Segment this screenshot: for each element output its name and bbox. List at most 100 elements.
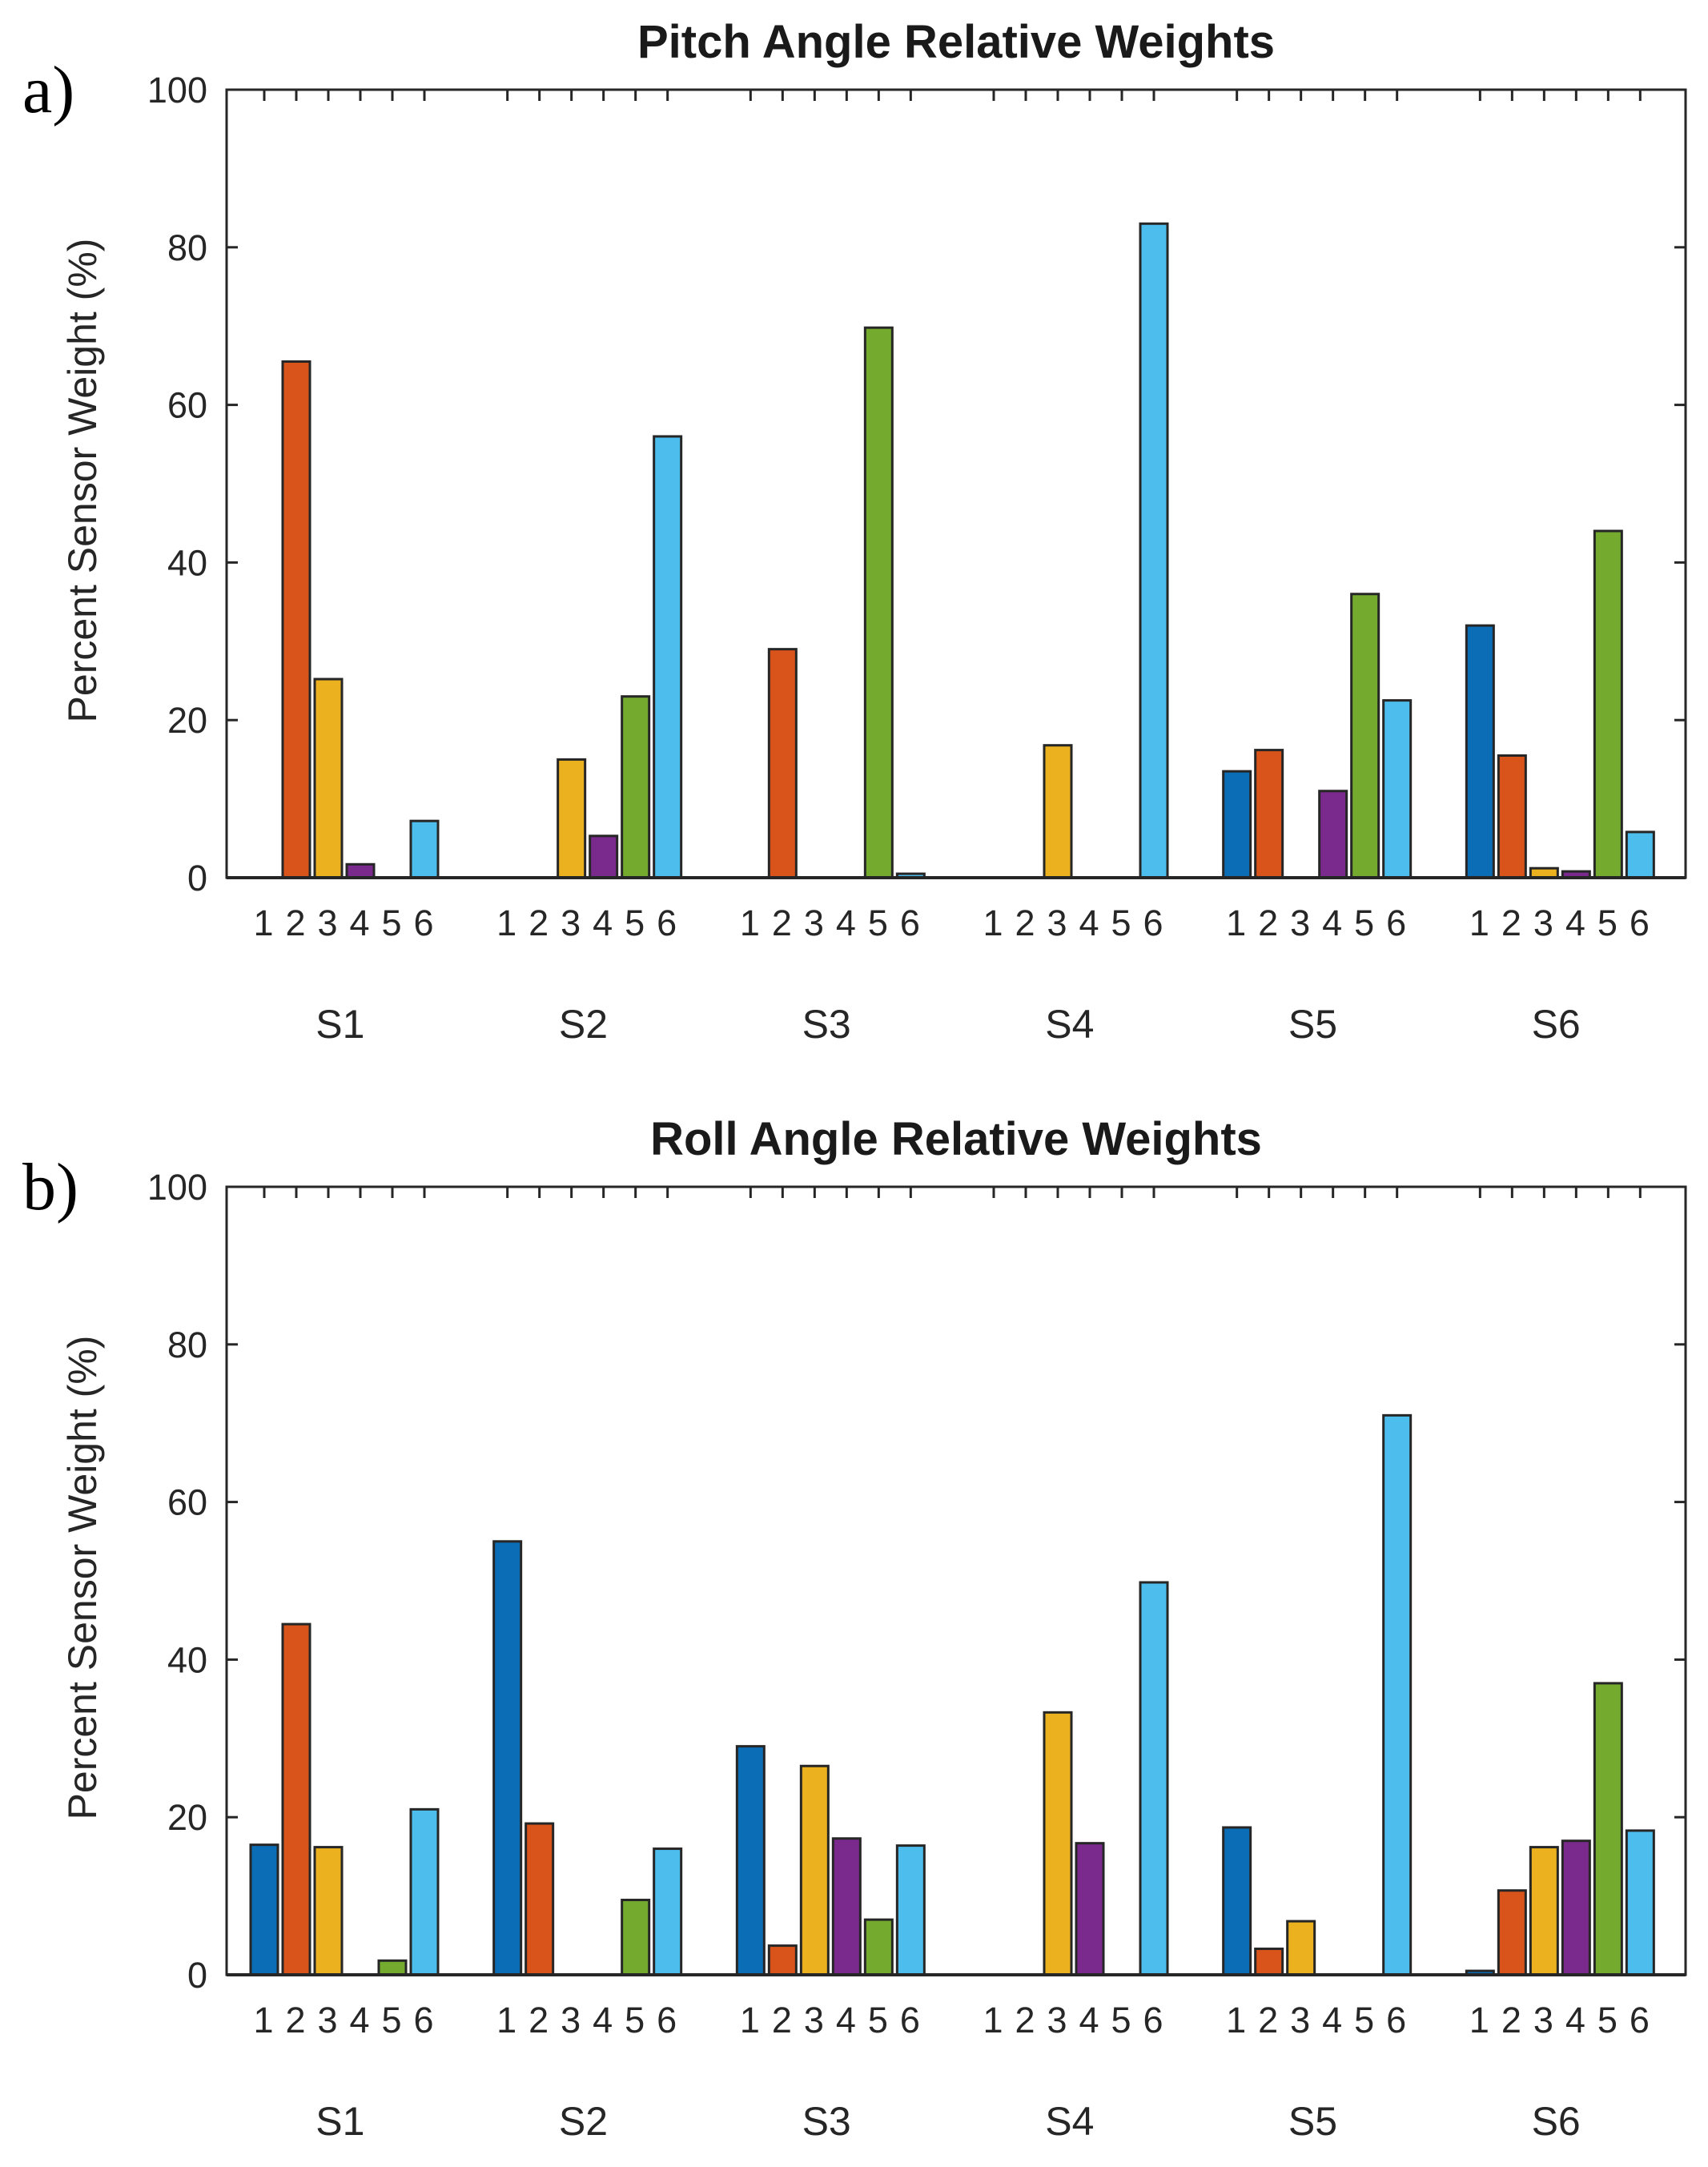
pitch-x-sub-label: 4: [593, 903, 614, 943]
panel-label-a: a): [22, 53, 74, 127]
pitch-bar-s1-6: [409, 819, 440, 879]
pitch-bar-s4-3: [1043, 744, 1073, 879]
pitch-y-tick-label: 80: [167, 227, 207, 268]
roll-x-sub-label: 3: [1290, 2000, 1312, 2040]
pitch-group-label-s4: S4: [1045, 1002, 1094, 1047]
pitch-x-sub-label: 5: [1354, 903, 1376, 943]
roll-bar-s2-5: [621, 1899, 651, 1976]
roll-x-sub-label: 1: [1469, 2000, 1491, 2040]
roll-x-sub-label: 4: [836, 2000, 858, 2040]
roll-bar-s3-3: [799, 1764, 830, 1976]
roll-x-sub-label: 4: [593, 2000, 614, 2040]
pitch-bar-s5-4: [1318, 790, 1348, 879]
pitch-x-sub-label: 6: [657, 903, 678, 943]
roll-bar-s1-2: [281, 1622, 311, 1976]
roll-group-label-s3: S3: [802, 2099, 851, 2144]
roll-x-sub-label: 6: [413, 2000, 435, 2040]
roll-x-sub-label: 4: [349, 2000, 371, 2040]
pitch-panel: a) Pitch Angle Relative Weights Percent …: [22, 16, 1687, 1047]
roll-x-sub-label: 5: [625, 2000, 646, 2040]
roll-bar-s4-4: [1075, 1842, 1105, 1976]
roll-x-sub-label: 2: [1015, 2000, 1036, 2040]
roll-bar-s4-3: [1043, 1711, 1073, 1976]
roll-x-sub-label: 1: [253, 2000, 275, 2040]
roll-x-sub-label: 4: [1565, 2000, 1587, 2040]
pitch-bar-s3-2: [767, 648, 798, 879]
pitch-bar-s6-2: [1497, 754, 1527, 879]
roll-bar-s2-1: [492, 1540, 523, 1976]
pitch-group-label-s3: S3: [802, 1002, 851, 1047]
pitch-x-sub-label: 6: [1386, 903, 1408, 943]
pitch-bar-s2-6: [653, 435, 683, 879]
roll-bar-s3-1: [735, 1745, 766, 1976]
roll-group-label-s6: S6: [1532, 2099, 1581, 2144]
roll-bar-s6-2: [1497, 1889, 1527, 1976]
roll-group-label-s1: S1: [315, 2099, 364, 2144]
roll-bar-s6-4: [1561, 1839, 1591, 1976]
pitch-x-sub-label: 3: [1290, 903, 1312, 943]
pitch-x-sub-label: 2: [772, 903, 794, 943]
pitch-x-sub-label: 6: [1143, 903, 1164, 943]
pitch-x-sub-label: 2: [1501, 903, 1523, 943]
pitch-x-sub-label: 3: [561, 903, 582, 943]
roll-bar-s3-2: [767, 1944, 798, 1976]
roll-y-tick-label: 100: [147, 1167, 207, 1208]
roll-x-sub-label: 6: [1143, 2000, 1164, 2040]
pitch-chart-title: Pitch Angle Relative Weights: [637, 16, 1275, 68]
pitch-bar-s5-6: [1382, 699, 1413, 879]
roll-x-sub-label: 5: [1111, 2000, 1132, 2040]
roll-bar-s1-1: [249, 1843, 279, 1976]
roll-y-tick-label: 0: [187, 1955, 207, 1996]
roll-bar-s3-6: [895, 1844, 926, 1976]
roll-bar-s1-6: [409, 1807, 440, 1976]
pitch-x-sub-label: 4: [1565, 903, 1587, 943]
pitch-x-sub-label: 5: [625, 903, 646, 943]
pitch-bar-s4-6: [1139, 222, 1169, 879]
pitch-x-sub-label: 5: [1111, 903, 1132, 943]
pitch-x-sub-label: 4: [349, 903, 371, 943]
pitch-bar-s1-2: [281, 360, 311, 879]
pitch-x-sub-label: 3: [1047, 903, 1068, 943]
roll-y-tick-label: 20: [167, 1797, 207, 1838]
roll-bar-s6-6: [1625, 1829, 1655, 1976]
roll-x-sub-label: 2: [528, 2000, 550, 2040]
pitch-x-sub-label: 6: [900, 903, 922, 943]
pitch-x-sub-label: 3: [317, 903, 339, 943]
pitch-x-sub-label: 4: [1079, 903, 1100, 943]
roll-x-sub-label: 6: [1386, 2000, 1408, 2040]
roll-x-sub-label: 1: [496, 2000, 518, 2040]
pitch-y-tick-label: 40: [167, 542, 207, 583]
pitch-x-sub-label: 1: [983, 903, 1004, 943]
roll-x-sub-label: 5: [1354, 2000, 1376, 2040]
roll-x-sub-label: 1: [983, 2000, 1004, 2040]
roll-bar-s5-3: [1286, 1920, 1316, 1976]
roll-bar-s2-6: [653, 1847, 683, 1976]
roll-x-sub-label: 5: [381, 2000, 403, 2040]
pitch-bar-s6-6: [1625, 830, 1655, 879]
pitch-bar-s2-5: [621, 695, 651, 879]
roll-x-sub-label: 2: [1501, 2000, 1523, 2040]
pitch-bar-s2-4: [589, 834, 619, 879]
pitch-y-tick-label: 100: [147, 70, 207, 111]
roll-x-sub-label: 6: [657, 2000, 678, 2040]
roll-x-sub-label: 2: [772, 2000, 794, 2040]
pitch-x-sub-label: 1: [496, 903, 518, 943]
roll-x-sub-label: 2: [285, 2000, 307, 2040]
roll-x-sub-label: 5: [1597, 2000, 1619, 2040]
pitch-x-sub-label: 1: [253, 903, 275, 943]
roll-x-sub-label: 3: [1047, 2000, 1068, 2040]
roll-bar-s6-3: [1529, 1846, 1559, 1976]
pitch-x-sub-label: 3: [804, 903, 826, 943]
roll-bar-s1-3: [313, 1846, 344, 1976]
pitch-x-sub-label: 5: [381, 903, 403, 943]
roll-x-sub-label: 5: [868, 2000, 890, 2040]
roll-x-sub-label: 6: [1630, 2000, 1651, 2040]
pitch-bar-s5-2: [1254, 749, 1284, 879]
pitch-bar-s3-5: [863, 326, 894, 879]
roll-bar-s3-4: [831, 1837, 862, 1976]
pitch-x-sub-label: 3: [1533, 903, 1555, 943]
pitch-bar-s5-5: [1350, 593, 1380, 879]
pitch-x-sub-label: 5: [1597, 903, 1619, 943]
